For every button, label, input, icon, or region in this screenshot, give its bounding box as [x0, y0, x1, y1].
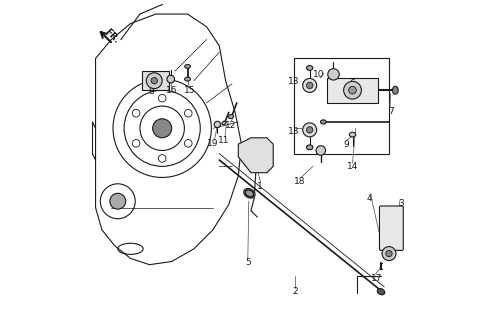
Polygon shape: [327, 77, 377, 103]
Text: 7: 7: [388, 107, 393, 116]
Circle shape: [306, 127, 312, 133]
Text: 6: 6: [349, 79, 355, 88]
Circle shape: [214, 121, 220, 128]
Text: 2: 2: [292, 287, 298, 296]
Circle shape: [327, 69, 339, 80]
Circle shape: [110, 193, 125, 209]
Text: 4: 4: [366, 194, 371, 203]
Circle shape: [316, 146, 325, 155]
Circle shape: [151, 77, 157, 84]
Text: 16: 16: [166, 86, 177, 95]
Circle shape: [146, 73, 162, 89]
Text: 5: 5: [244, 258, 250, 267]
Ellipse shape: [349, 132, 355, 137]
Circle shape: [343, 81, 361, 99]
Circle shape: [302, 78, 316, 92]
Text: FR.: FR.: [103, 27, 121, 45]
Circle shape: [381, 247, 395, 260]
Ellipse shape: [243, 188, 255, 198]
Ellipse shape: [184, 77, 190, 81]
Text: 18: 18: [294, 177, 305, 186]
Circle shape: [385, 251, 391, 257]
Circle shape: [152, 119, 171, 138]
Ellipse shape: [228, 115, 233, 118]
Ellipse shape: [306, 66, 312, 70]
Text: 14: 14: [346, 163, 358, 172]
Text: 1: 1: [257, 181, 262, 190]
Text: 8: 8: [148, 87, 154, 96]
Circle shape: [167, 75, 174, 83]
Polygon shape: [141, 71, 168, 90]
Text: 15: 15: [184, 86, 195, 95]
Text: 10: 10: [313, 70, 324, 79]
Ellipse shape: [306, 145, 312, 150]
Text: 9: 9: [343, 140, 348, 149]
Text: 3: 3: [397, 199, 403, 208]
Text: 19: 19: [207, 139, 218, 148]
Ellipse shape: [320, 120, 326, 124]
Text: 13: 13: [288, 77, 299, 86]
Ellipse shape: [392, 86, 397, 94]
Ellipse shape: [377, 289, 384, 295]
Text: 11: 11: [217, 136, 228, 146]
FancyBboxPatch shape: [379, 206, 402, 251]
Circle shape: [306, 82, 312, 89]
Text: 12: 12: [224, 121, 235, 130]
Circle shape: [348, 86, 356, 94]
Polygon shape: [238, 138, 273, 173]
Ellipse shape: [184, 65, 190, 68]
Circle shape: [302, 123, 316, 137]
Text: 13: 13: [288, 127, 299, 136]
Text: 17: 17: [370, 274, 381, 283]
Ellipse shape: [221, 121, 225, 125]
